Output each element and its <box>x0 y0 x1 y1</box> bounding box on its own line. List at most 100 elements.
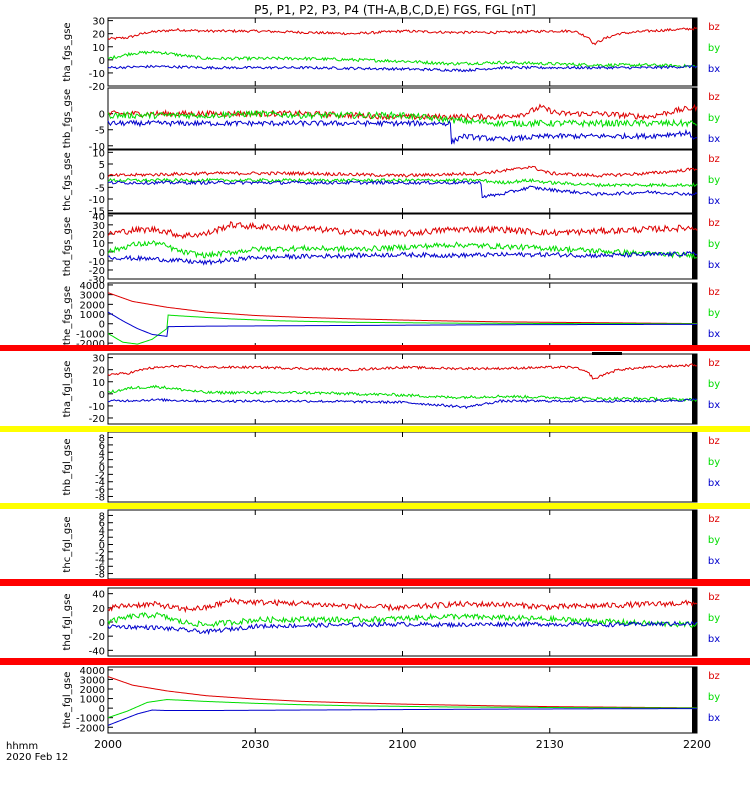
panel-thd_fgl_gse: 40 20 0 -20 -40 thd_fgl_gse bz by bx <box>62 587 720 657</box>
y-axis-label: thb_fgl_gse <box>62 439 73 496</box>
y-tick-label: 6 <box>99 441 105 452</box>
series-line-bz <box>107 676 698 709</box>
y-axis-label: tha_fgl_gse <box>62 361 73 418</box>
y-axis-label: the_fgl_gse <box>62 672 73 729</box>
series-line-by <box>107 314 697 345</box>
series-line-bx <box>107 397 698 410</box>
panel-frame <box>107 282 698 349</box>
legend-by: by <box>708 308 720 319</box>
y-tick-label: 10 <box>92 378 105 389</box>
y-tick-label: 1000 <box>80 695 105 706</box>
y-tick-label: 2 <box>99 533 105 544</box>
status-bar <box>0 579 750 586</box>
legend-bz: bz <box>708 22 720 33</box>
legend-bz: bz <box>708 154 720 165</box>
y-tick-label: 3000 <box>80 675 105 686</box>
legend-bz: bz <box>708 92 720 103</box>
x-tick-label: 2130 <box>536 738 564 751</box>
y-tick-label: -6 <box>95 485 105 496</box>
y-tick-label: 4 <box>99 526 105 537</box>
y-tick-label: 0 <box>99 248 105 259</box>
edge-strip <box>692 283 697 348</box>
panel-thb_fgs_gse: 0 -5 -10 thb_fgs_gse bz by bx <box>62 87 720 153</box>
y-tick-label: -10 <box>89 195 105 206</box>
y-axis-label: the_fgs_gse <box>62 286 73 345</box>
legend-by: by <box>708 535 720 546</box>
edge-strip <box>692 354 697 424</box>
edge-strip <box>692 588 697 656</box>
series-line-by <box>107 384 698 403</box>
series-line-bx <box>107 119 698 145</box>
edge-strip <box>692 88 697 149</box>
y-tick-label: -10 <box>89 257 105 268</box>
y-tick-label: 30 <box>92 354 105 365</box>
y-tick-label: 30 <box>92 221 105 232</box>
y-tick-label: 0 <box>99 320 105 331</box>
y-axis-label: thc_fgs_gse <box>62 152 73 211</box>
y-tick-label: 40 <box>92 590 105 601</box>
legend-bx: bx <box>708 134 720 145</box>
legend-bx: bx <box>708 713 720 724</box>
y-tick-label: 8 <box>99 511 105 522</box>
y-tick-label: 10 <box>92 148 105 159</box>
status-bar <box>0 345 750 351</box>
legend-by: by <box>708 692 720 703</box>
series-line-bx <box>107 620 698 636</box>
y-tick-label: -1000 <box>76 329 105 340</box>
legend-bz: bz <box>708 592 720 603</box>
y-tick-label: -5 <box>95 126 105 137</box>
legend-bx: bx <box>708 478 720 489</box>
y-tick-label: 4000 <box>80 281 105 292</box>
y-tick-label: -20 <box>89 414 105 425</box>
series-line-bz <box>107 363 698 380</box>
legend-by: by <box>708 379 720 390</box>
x-tick-label: 2030 <box>241 738 269 751</box>
x-tick-label: 2100 <box>389 738 417 751</box>
series-line-bz <box>107 26 698 46</box>
legend-bz: bz <box>708 287 720 298</box>
panel-frame <box>107 213 698 280</box>
legend-by: by <box>708 175 720 186</box>
y-tick-label: 30 <box>92 17 105 28</box>
legend-bz: bz <box>708 436 720 447</box>
chart-title: P5, P1, P2, P3, P4 (TH-A,B,C,D,E) FGS, F… <box>254 3 536 17</box>
y-axis-label: thb_fgs_gse <box>62 89 73 148</box>
y-tick-label: -20 <box>89 632 105 643</box>
series-line-bx <box>107 179 698 199</box>
x-axis: 2000 2030 2100 2130 2200 <box>94 738 711 751</box>
series-line-by <box>107 109 698 129</box>
status-bar <box>0 426 750 432</box>
y-tick-label: 2 <box>99 456 105 467</box>
legend-bz: bz <box>708 218 720 229</box>
series-line-bx <box>107 708 697 726</box>
status-marker <box>592 352 622 355</box>
legend-bx: bx <box>708 260 720 271</box>
date-label: 2020 Feb 12 <box>6 752 68 763</box>
x-tick-label: 2000 <box>94 738 122 751</box>
y-tick-label: 3000 <box>80 291 105 302</box>
series-line-by <box>107 240 698 260</box>
y-tick-label: 0 <box>99 541 105 552</box>
panel-frame <box>107 509 698 580</box>
legend-bx: bx <box>708 196 720 207</box>
y-tick-label: 20 <box>92 30 105 41</box>
series-line-by <box>107 699 697 719</box>
y-tick-label: -40 <box>89 646 105 657</box>
series-line-bz <box>107 220 698 240</box>
panel-frame <box>107 587 698 657</box>
edge-strip <box>692 432 697 502</box>
y-tick-label: 5 <box>99 160 105 171</box>
series-line-bz <box>107 165 698 178</box>
y-tick-label: 40 <box>92 212 105 223</box>
panel-tha_fgs_gse: 30 20 10 0 -10 -20 tha_fgs_gse bz by bx <box>62 17 720 93</box>
y-tick-label: -4 <box>95 555 105 566</box>
y-tick-label: 4 <box>99 448 105 459</box>
y-tick-label: 10 <box>92 239 105 250</box>
legend-bx: bx <box>708 634 720 645</box>
